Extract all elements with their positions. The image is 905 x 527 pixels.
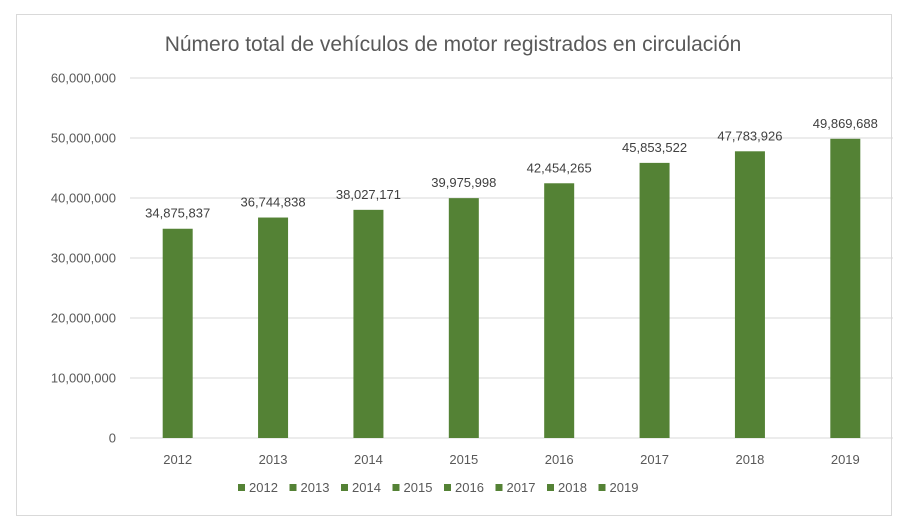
data-label-2018: 47,783,926: [717, 128, 782, 143]
legend-label-2013: 2013: [301, 480, 330, 495]
data-label-2013: 36,744,838: [241, 195, 306, 210]
legend-swatch-2018: [547, 484, 554, 491]
y-axis-tick-labels: 0 10,000,000 20,000,000 30,000,000 40,000,00…: [51, 71, 116, 446]
y-tick-label: 20,000,000: [51, 311, 116, 326]
legend-label-2017: 2017: [507, 480, 536, 495]
bar-2013: [258, 217, 289, 438]
legend-swatch-2014: [341, 484, 348, 491]
legend-label-2014: 2014: [352, 480, 381, 495]
x-tick-label-2015: 2015: [449, 452, 478, 467]
legend-swatch-2013: [289, 484, 297, 491]
bars: [162, 138, 861, 439]
chart-title: Número total de vehículos de motor regis…: [165, 33, 742, 56]
x-tick-label-2012: 2012: [163, 452, 192, 467]
legend-swatch-2015: [392, 484, 400, 491]
data-label-2014: 38,027,171: [336, 187, 401, 202]
y-tick-label: 40,000,000: [51, 191, 116, 206]
bar-2019: [830, 138, 861, 439]
legend-swatch-2016: [444, 484, 451, 491]
legend-swatch-2017: [495, 484, 503, 491]
y-tick-label: 50,000,000: [51, 131, 116, 146]
x-axis-tick-labels: 2012 2013 2014 2015 2016 2017 2018 2019: [163, 452, 860, 467]
data-label-2019: 49,869,688: [813, 116, 878, 131]
y-tick-label: 0: [109, 431, 116, 446]
data-label-2012: 34,875,837: [145, 206, 210, 221]
legend-label-2015: 2015: [404, 480, 433, 495]
bar-2012: [162, 228, 193, 438]
x-tick-label-2018: 2018: [735, 452, 764, 467]
bar-2017: [639, 162, 670, 439]
x-tick-label-2016: 2016: [545, 452, 574, 467]
y-tick-label: 60,000,000: [51, 71, 116, 86]
legend: 2012 2013 2014 2015 2016 2017 2018 2019: [238, 480, 638, 495]
bar-2016: [544, 183, 575, 438]
legend-label-2016: 2016: [455, 480, 484, 495]
bar-2015: [448, 198, 479, 438]
x-tick-label-2013: 2013: [259, 452, 288, 467]
legend-label-2019: 2019: [610, 480, 639, 495]
x-tick-label-2019: 2019: [831, 452, 860, 467]
x-tick-label-2014: 2014: [354, 452, 383, 467]
legend-label-2018: 2018: [558, 480, 587, 495]
data-labels: 34,875,837 36,744,838 38,027,171 39,975,998…: [145, 116, 878, 221]
y-tick-label: 10,000,000: [51, 371, 116, 386]
y-tick-label: 30,000,000: [51, 251, 116, 266]
bar-2014: [353, 209, 384, 438]
data-label-2015: 39,975,998: [431, 175, 496, 190]
data-label-2017: 45,853,522: [622, 140, 687, 155]
legend-swatch-2019: [598, 484, 606, 491]
bar-2018: [734, 151, 765, 438]
legend-swatch-2012: [238, 484, 245, 491]
data-label-2016: 42,454,265: [527, 160, 592, 175]
legend-label-2012: 2012: [249, 480, 278, 495]
x-tick-label-2017: 2017: [640, 452, 669, 467]
gridlines: [130, 77, 893, 439]
